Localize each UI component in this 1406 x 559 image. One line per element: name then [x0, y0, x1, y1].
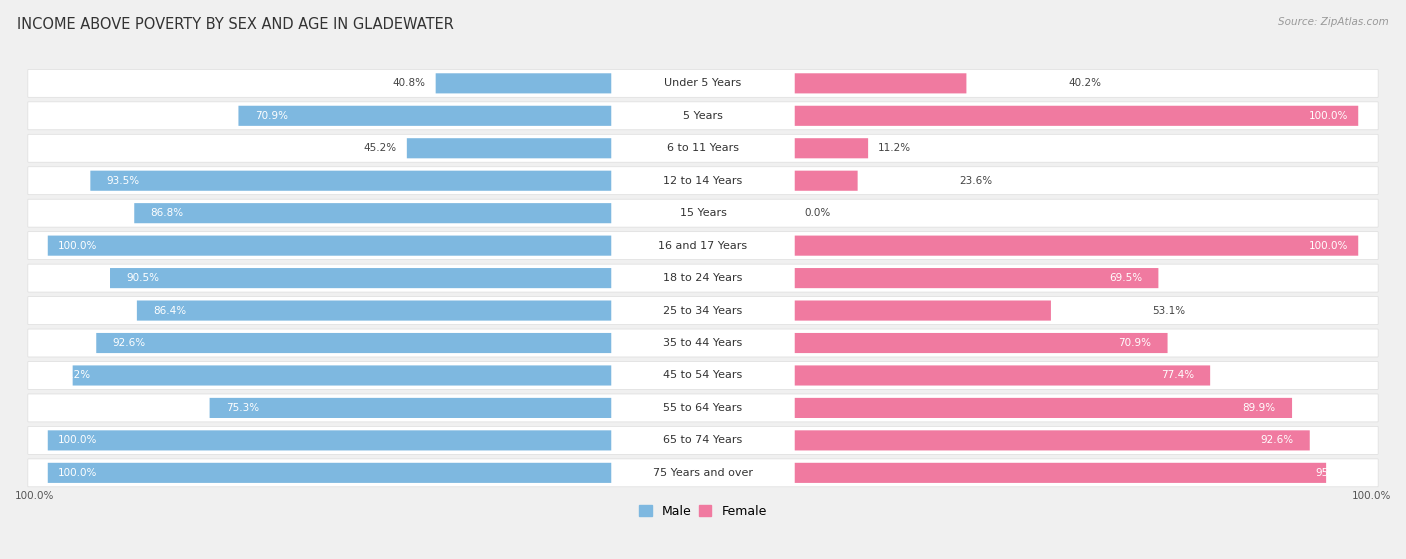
Text: 0.0%: 0.0%: [804, 208, 831, 218]
Text: 100.0%: 100.0%: [1309, 240, 1348, 250]
Text: 45 to 54 Years: 45 to 54 Years: [664, 371, 742, 381]
Text: 90.5%: 90.5%: [127, 273, 159, 283]
FancyBboxPatch shape: [28, 297, 1378, 325]
FancyBboxPatch shape: [28, 264, 1378, 292]
Text: 100.0%: 100.0%: [58, 240, 97, 250]
FancyBboxPatch shape: [110, 268, 612, 288]
Text: 75 Years and over: 75 Years and over: [652, 468, 754, 478]
FancyBboxPatch shape: [794, 463, 1326, 483]
Text: 6 to 11 Years: 6 to 11 Years: [666, 143, 740, 153]
Text: Source: ZipAtlas.com: Source: ZipAtlas.com: [1278, 17, 1389, 27]
FancyBboxPatch shape: [794, 366, 1211, 386]
Text: 18 to 24 Years: 18 to 24 Years: [664, 273, 742, 283]
Text: 65 to 74 Years: 65 to 74 Years: [664, 435, 742, 446]
Text: 75.3%: 75.3%: [226, 403, 259, 413]
Text: 45.2%: 45.2%: [364, 143, 396, 153]
Text: 100.0%: 100.0%: [15, 491, 55, 501]
Text: 93.5%: 93.5%: [107, 176, 139, 186]
FancyBboxPatch shape: [28, 231, 1378, 259]
FancyBboxPatch shape: [28, 134, 1378, 162]
FancyBboxPatch shape: [436, 73, 612, 93]
Text: 70.9%: 70.9%: [254, 111, 288, 121]
Text: 100.0%: 100.0%: [1309, 111, 1348, 121]
Text: 53.1%: 53.1%: [1153, 306, 1185, 316]
FancyBboxPatch shape: [406, 138, 612, 158]
Text: 92.6%: 92.6%: [112, 338, 146, 348]
Legend: Male, Female: Male, Female: [634, 500, 772, 523]
Text: 23.6%: 23.6%: [959, 176, 993, 186]
Text: 16 and 17 Years: 16 and 17 Years: [658, 240, 748, 250]
Text: 25 to 34 Years: 25 to 34 Years: [664, 306, 742, 316]
FancyBboxPatch shape: [28, 362, 1378, 390]
FancyBboxPatch shape: [73, 366, 612, 386]
FancyBboxPatch shape: [90, 170, 612, 191]
Text: 11.2%: 11.2%: [877, 143, 911, 153]
FancyBboxPatch shape: [794, 430, 1310, 451]
FancyBboxPatch shape: [794, 235, 1358, 255]
Text: 96.2%: 96.2%: [58, 371, 91, 381]
Text: 95.1%: 95.1%: [1315, 468, 1348, 478]
FancyBboxPatch shape: [794, 138, 868, 158]
Text: 40.2%: 40.2%: [1069, 78, 1101, 88]
Text: 70.9%: 70.9%: [1118, 338, 1152, 348]
Text: 40.8%: 40.8%: [392, 78, 426, 88]
FancyBboxPatch shape: [28, 69, 1378, 97]
Text: 69.5%: 69.5%: [1109, 273, 1142, 283]
Text: 15 Years: 15 Years: [679, 208, 727, 218]
Text: 100.0%: 100.0%: [58, 468, 97, 478]
Text: 100.0%: 100.0%: [1351, 491, 1391, 501]
Text: 12 to 14 Years: 12 to 14 Years: [664, 176, 742, 186]
FancyBboxPatch shape: [28, 102, 1378, 130]
FancyBboxPatch shape: [794, 301, 1050, 321]
FancyBboxPatch shape: [794, 73, 966, 93]
FancyBboxPatch shape: [794, 398, 1292, 418]
FancyBboxPatch shape: [239, 106, 612, 126]
Text: 86.8%: 86.8%: [150, 208, 184, 218]
FancyBboxPatch shape: [136, 301, 612, 321]
FancyBboxPatch shape: [209, 398, 612, 418]
FancyBboxPatch shape: [28, 199, 1378, 227]
FancyBboxPatch shape: [48, 463, 612, 483]
FancyBboxPatch shape: [794, 333, 1167, 353]
Text: 100.0%: 100.0%: [58, 435, 97, 446]
Text: 89.9%: 89.9%: [1243, 403, 1275, 413]
FancyBboxPatch shape: [48, 430, 612, 451]
FancyBboxPatch shape: [28, 329, 1378, 357]
Text: 77.4%: 77.4%: [1160, 371, 1194, 381]
Text: 92.6%: 92.6%: [1260, 435, 1294, 446]
FancyBboxPatch shape: [794, 268, 1159, 288]
Text: 35 to 44 Years: 35 to 44 Years: [664, 338, 742, 348]
Text: INCOME ABOVE POVERTY BY SEX AND AGE IN GLADEWATER: INCOME ABOVE POVERTY BY SEX AND AGE IN G…: [17, 17, 454, 32]
FancyBboxPatch shape: [28, 459, 1378, 487]
FancyBboxPatch shape: [28, 427, 1378, 454]
Text: 86.4%: 86.4%: [153, 306, 187, 316]
FancyBboxPatch shape: [28, 394, 1378, 422]
Text: Under 5 Years: Under 5 Years: [665, 78, 741, 88]
FancyBboxPatch shape: [28, 167, 1378, 195]
FancyBboxPatch shape: [794, 170, 858, 191]
FancyBboxPatch shape: [794, 106, 1358, 126]
Text: 55 to 64 Years: 55 to 64 Years: [664, 403, 742, 413]
FancyBboxPatch shape: [48, 235, 612, 255]
FancyBboxPatch shape: [134, 203, 612, 223]
FancyBboxPatch shape: [96, 333, 612, 353]
Text: 5 Years: 5 Years: [683, 111, 723, 121]
